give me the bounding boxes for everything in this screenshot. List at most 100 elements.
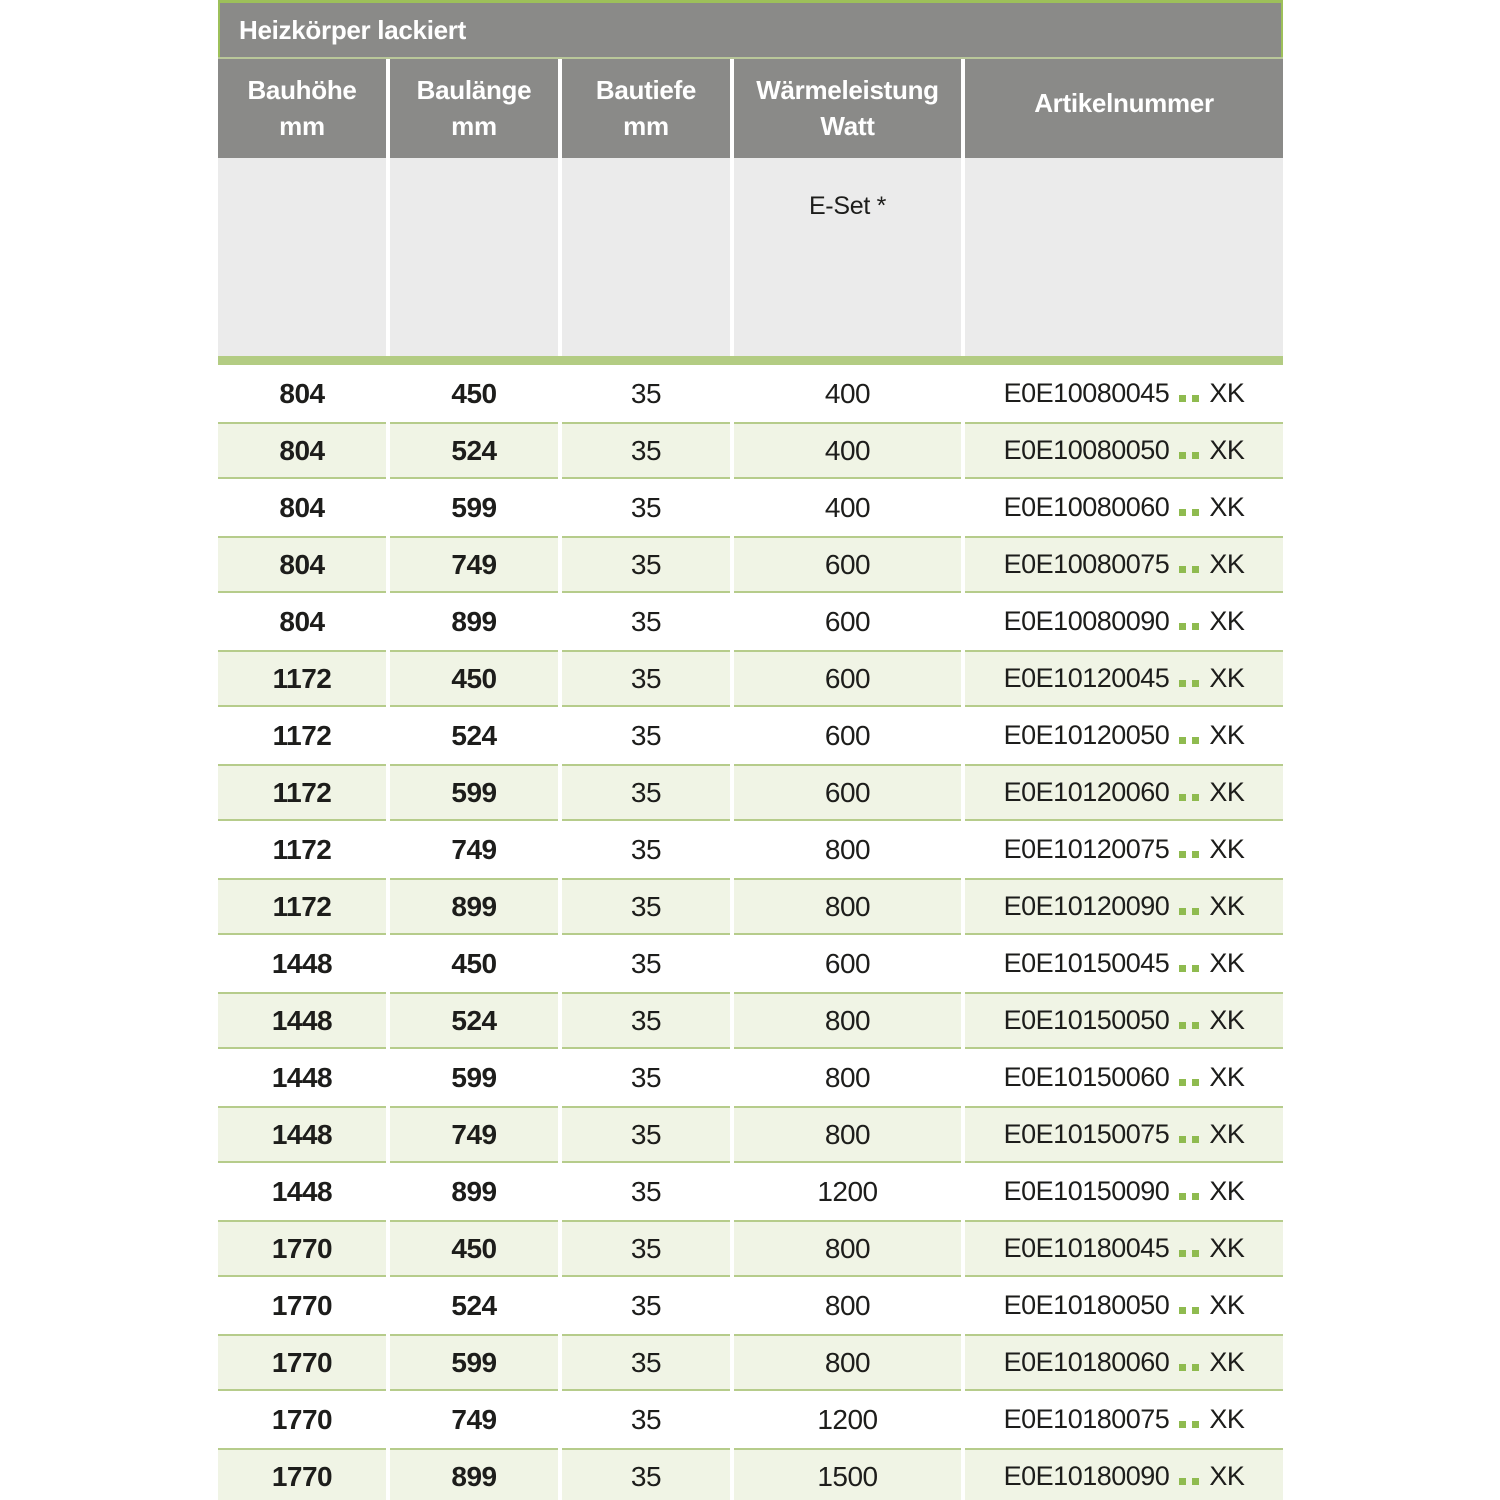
artikel-suffix: XK xyxy=(1209,1347,1245,1377)
green-dot-icon xyxy=(1179,794,1187,801)
green-dot-icon xyxy=(1179,1079,1187,1086)
artikelnummer-text: E0E10180060 XK xyxy=(1004,1347,1245,1378)
artikel-suffix: XK xyxy=(1209,549,1245,579)
table-row: 804 599 35 400 E0E10080060 XK xyxy=(218,479,1283,536)
cell-waermeleistung: 600 xyxy=(734,536,961,593)
green-dot-icon xyxy=(1192,509,1200,516)
cell-baulaenge: 749 xyxy=(451,833,497,865)
cell-bautiefe: 35 xyxy=(630,1061,662,1093)
cell-waermeleistung: 1200 xyxy=(817,1175,878,1207)
cell-bautiefe: 35 xyxy=(562,1448,730,1500)
artikel-suffix: XK xyxy=(1209,606,1245,636)
artikel-suffix: XK xyxy=(1209,378,1245,408)
cell-waermeleistung: 600 xyxy=(734,650,961,707)
artikelnummer-text: E0E10120075 XK xyxy=(1004,834,1245,865)
artikel-prefix: E0E10150050 xyxy=(1003,1005,1170,1035)
product-table: Heizkörper lackiert Bauhöhe mm Baulänge … xyxy=(218,0,1283,1500)
green-dot-icon xyxy=(1179,965,1187,972)
cell-bauhoehe: 804 xyxy=(218,422,386,479)
column-header-row: Bauhöhe mm Baulänge mm Bautiefe mm Wärme… xyxy=(218,59,1283,158)
artikel-suffix: XK xyxy=(1209,720,1245,750)
cell-baulaenge: 749 xyxy=(451,1403,497,1435)
artikel-prefix: E0E10080075 xyxy=(1003,549,1170,579)
green-dot-icon xyxy=(1192,1136,1200,1143)
artikelnummer-text: E0E10150045 XK xyxy=(1004,948,1245,979)
artikel-prefix: E0E10120090 xyxy=(1003,891,1170,921)
cell-baulaenge: 749 xyxy=(390,1106,558,1163)
artikel-suffix: XK xyxy=(1209,1176,1245,1206)
table-row: 1448 450 35 600 E0E10150045 XK xyxy=(218,935,1283,992)
artikel-suffix: XK xyxy=(1209,891,1245,921)
cell-bauhoehe: 1770 xyxy=(218,1448,386,1500)
artikelnummer-text: E0E10180075 XK xyxy=(1004,1404,1245,1435)
cell-baulaenge: 599 xyxy=(390,764,558,821)
green-dot-icon xyxy=(1192,623,1200,630)
artikel-prefix: E0E10080045 xyxy=(1003,378,1170,408)
green-dot-icon xyxy=(1192,1079,1200,1086)
table-row: 1172 899 35 800 E0E10120090 XK xyxy=(218,878,1283,935)
artikelnummer-text: E0E10120050 XK xyxy=(1004,720,1245,751)
cell-bautiefe: 35 xyxy=(630,719,662,751)
cell-baulaenge: 450 xyxy=(451,377,497,409)
cell-baulaenge: 899 xyxy=(390,878,558,935)
cell-baulaenge: 599 xyxy=(451,491,497,523)
cell-waermeleistung: 1200 xyxy=(817,1403,878,1435)
cell-bauhoehe: 1172 xyxy=(272,833,332,865)
green-dot-icon xyxy=(1192,1421,1200,1428)
cell-artikelnummer: E0E10080060 XK xyxy=(965,479,1283,536)
artikel-suffix: XK xyxy=(1209,948,1245,978)
cell-baulaenge: 524 xyxy=(390,992,558,1049)
cell-artikelnummer: E0E10120050 XK xyxy=(965,707,1283,764)
artikel-prefix: E0E10180060 xyxy=(1003,1347,1170,1377)
green-dot-icon xyxy=(1192,452,1200,459)
green-dot-icon xyxy=(1179,1193,1187,1200)
artikel-suffix: XK xyxy=(1209,435,1245,465)
cell-waermeleistung: 800 xyxy=(734,1220,961,1277)
title-divider-line xyxy=(218,57,1283,59)
artikel-suffix: XK xyxy=(1209,663,1245,693)
column-header-bautiefe: Bautiefe mm xyxy=(562,59,730,158)
artikel-suffix: XK xyxy=(1209,1404,1245,1434)
green-dot-icon xyxy=(1179,908,1187,915)
column-header-unit: mm xyxy=(279,111,325,141)
cell-bautiefe: 35 xyxy=(562,536,730,593)
artikel-prefix: E0E10080050 xyxy=(1003,435,1170,465)
green-dot-icon xyxy=(1192,1022,1200,1029)
eset-label: E-Set * xyxy=(734,158,961,356)
artikel-prefix: E0E10120045 xyxy=(1003,663,1170,693)
green-dot-icon xyxy=(1192,908,1200,915)
artikelnummer-text: E0E10080090 XK xyxy=(1004,606,1245,637)
artikelnummer-text: E0E10180050 XK xyxy=(1004,1290,1245,1321)
cell-waermeleistung: 1500 xyxy=(734,1448,961,1500)
green-dot-icon xyxy=(1179,737,1187,744)
cell-bauhoehe: 1770 xyxy=(271,1403,333,1435)
green-dot-icon xyxy=(1179,1421,1187,1428)
artikel-suffix: XK xyxy=(1209,1290,1245,1320)
artikel-prefix: E0E10150060 xyxy=(1003,1062,1170,1092)
green-dot-icon xyxy=(1179,680,1187,687)
cell-bautiefe: 35 xyxy=(630,605,662,637)
cell-baulaenge: 450 xyxy=(390,1220,558,1277)
artikel-prefix: E0E10150090 xyxy=(1003,1176,1170,1206)
column-header-label: Wärmeleistung xyxy=(756,74,939,105)
cell-bautiefe: 35 xyxy=(630,377,662,409)
cell-artikelnummer: E0E10180090 XK xyxy=(965,1448,1283,1500)
artikel-suffix: XK xyxy=(1209,777,1245,807)
cell-artikelnummer: E0E10180075 XK xyxy=(965,1391,1283,1448)
cell-artikelnummer: E0E10080045 XK xyxy=(965,365,1283,422)
cell-artikelnummer: E0E10150050 XK xyxy=(965,992,1283,1049)
cell-waermeleistung: 400 xyxy=(824,491,871,523)
table-row: 1172 749 35 800 E0E10120075 XK xyxy=(218,821,1283,878)
cell-bauhoehe: 804 xyxy=(218,536,386,593)
cell-baulaenge: 524 xyxy=(390,422,558,479)
green-dot-icon xyxy=(1192,1364,1200,1371)
green-dot-icon xyxy=(1179,1136,1187,1143)
cell-baulaenge: 599 xyxy=(390,1334,558,1391)
green-dot-icon xyxy=(1192,566,1200,573)
green-dot-icon xyxy=(1192,965,1200,972)
green-dot-icon xyxy=(1192,1307,1200,1314)
artikel-prefix: E0E10180090 xyxy=(1003,1461,1170,1491)
cell-artikelnummer: E0E10080090 XK xyxy=(965,593,1283,650)
cell-bautiefe: 35 xyxy=(562,764,730,821)
